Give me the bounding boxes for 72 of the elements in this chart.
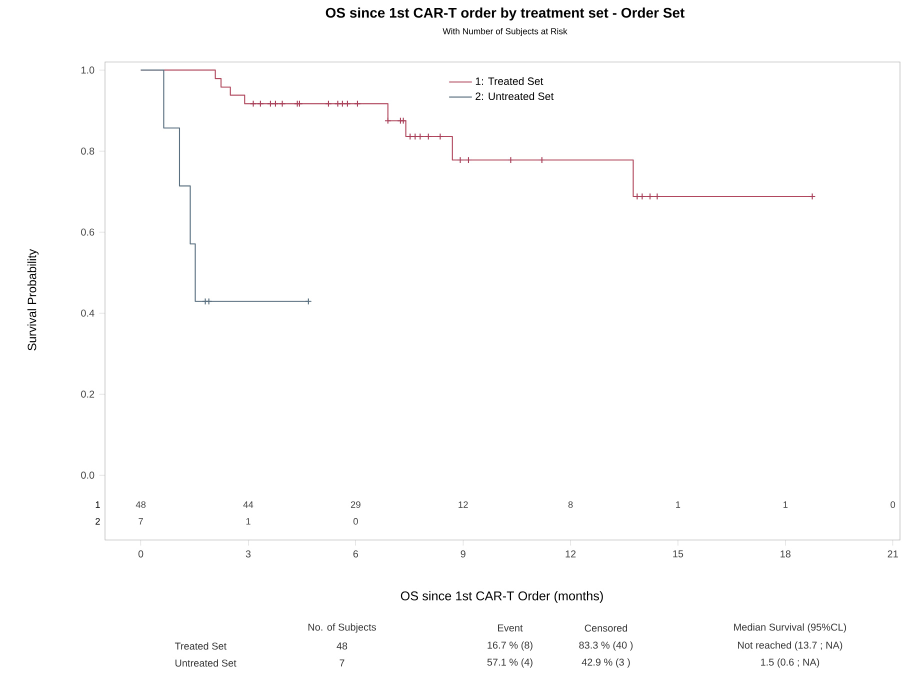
text: No. of Subjects	[308, 623, 376, 633]
text: Event	[498, 624, 523, 632]
text: 48	[336, 642, 348, 650]
point	[344, 100, 351, 108]
text: 1	[96, 501, 100, 508]
x-tick-label: 6	[353, 550, 358, 558]
point	[507, 156, 514, 164]
y-tick-label: 0.0	[81, 472, 94, 479]
point	[354, 100, 361, 108]
point	[250, 100, 257, 108]
text: 2	[96, 518, 100, 525]
text: 16.7 % (8)	[488, 641, 532, 651]
point	[278, 100, 286, 108]
point	[334, 100, 342, 108]
y-tick-label: 0.4	[81, 310, 94, 317]
annotation: 0	[353, 518, 358, 525]
annotation: 0	[890, 501, 896, 508]
annotation: 1	[676, 501, 680, 508]
text: Untreated Set	[175, 659, 236, 667]
point	[205, 298, 212, 305]
text: Treated Set	[174, 642, 227, 650]
chart-title: OS since 1st CAR-T order by treatment set - Order Set	[326, 7, 685, 21]
x-tick-label: 3	[246, 550, 251, 558]
annotation: 12	[458, 501, 468, 508]
chart-subtitle: With Number of Subjects at Risk	[442, 28, 568, 36]
y-tick-label: 0.6	[81, 228, 94, 236]
text: Not reached (13.7 ; NA)	[738, 641, 842, 651]
x-tick-label: 15	[673, 550, 684, 558]
point	[384, 117, 392, 124]
point	[296, 100, 303, 108]
point	[338, 100, 346, 108]
y-tick-label: 0.2	[81, 390, 94, 398]
x-tick-label: 9	[460, 550, 466, 558]
y-tick-label: 0.8	[81, 148, 94, 155]
text: 57.1 % (4)	[487, 658, 532, 668]
legend-label: 1: Treated Set	[476, 77, 544, 85]
text: 1.5 (0.6 ; NA)	[761, 658, 820, 668]
x-tick-label: 12	[566, 550, 576, 558]
legend-label: 2: Untreated Set	[476, 92, 554, 100]
annotation: 7	[138, 518, 143, 525]
x-axis-title: OS since 1st CAR-T Order (months)	[400, 591, 603, 603]
point	[266, 100, 274, 108]
point	[256, 100, 264, 108]
point	[456, 156, 464, 164]
point	[808, 193, 816, 200]
point	[202, 298, 209, 305]
x-tick-label: 18	[780, 550, 791, 558]
annotation: 8	[568, 501, 573, 508]
point	[538, 156, 546, 164]
x-tick-label: 0	[138, 550, 144, 558]
point	[654, 193, 661, 200]
text: Median Survival (95%CL)	[734, 623, 846, 633]
point	[396, 117, 404, 124]
point	[465, 156, 472, 164]
point	[324, 100, 332, 108]
point	[272, 100, 279, 108]
annotation: 44	[243, 501, 254, 508]
annotation: 1	[246, 518, 250, 525]
text: 42.9 % (3 )	[582, 658, 630, 668]
annotation: 1	[784, 501, 788, 508]
point	[294, 100, 301, 108]
annotation: 29	[350, 501, 360, 508]
x-tick-label: 21	[888, 550, 898, 558]
text: 7	[340, 660, 344, 666]
annotation: 48	[136, 501, 146, 508]
y-axis-title: Survival Probability	[27, 249, 39, 350]
text: 83.3 % (40 )	[579, 641, 633, 651]
point	[646, 193, 654, 200]
point	[424, 133, 432, 140]
y-tick-label: 1.0	[81, 66, 94, 74]
text: Censored	[584, 624, 628, 632]
point	[436, 133, 444, 140]
